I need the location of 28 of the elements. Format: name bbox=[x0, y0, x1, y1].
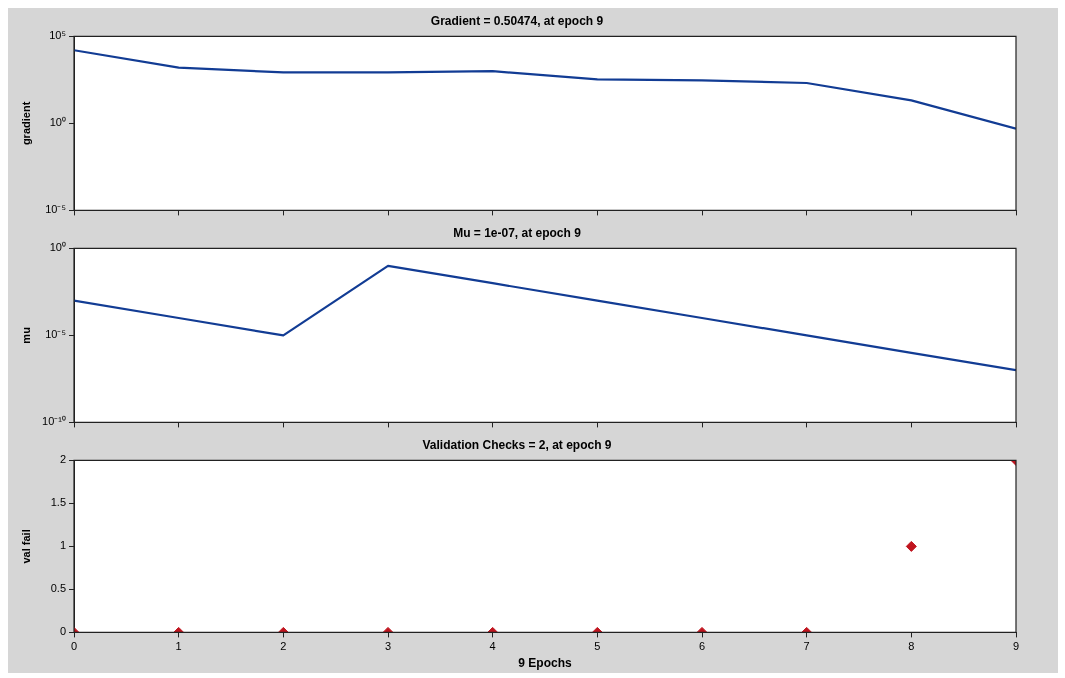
chart-title: Mu = 1e-07, at epoch 9 bbox=[453, 225, 582, 240]
y-tick-label: 2 bbox=[59, 453, 66, 466]
y-tick-label: 10⁻¹⁰ bbox=[42, 415, 66, 428]
y-tick-label: 1 bbox=[59, 539, 66, 552]
y-tick-label: 10⁰ bbox=[49, 241, 66, 254]
chart-title: Gradient = 0.50474, at epoch 9 bbox=[430, 13, 604, 28]
x-tick-label: 9 bbox=[1012, 640, 1020, 653]
x-axis-title: 9 Epochs bbox=[518, 656, 572, 671]
x-tick-label: 2 bbox=[280, 640, 287, 653]
x-tick-label: 8 bbox=[908, 640, 915, 653]
x-tick-label: 1 bbox=[175, 640, 182, 653]
x-tick-label: 0 bbox=[70, 640, 78, 653]
y-axis-title: mu bbox=[19, 327, 32, 344]
y-tick-label: 1.5 bbox=[50, 496, 66, 509]
x-tick-label: 7 bbox=[803, 640, 810, 653]
x-tick-label: 6 bbox=[698, 640, 706, 653]
x-tick-label: 4 bbox=[489, 640, 496, 653]
y-tick-label: 10⁰ bbox=[49, 116, 66, 129]
chart-title: Validation Checks = 2, at epoch 9 bbox=[422, 437, 612, 452]
y-axis-title: val fail bbox=[19, 529, 32, 564]
y-tick-label: 0.5 bbox=[50, 582, 66, 595]
y-tick-label: 10⁵ bbox=[49, 29, 66, 42]
y-tick-label: 10⁻⁵ bbox=[45, 328, 66, 341]
x-tick-label: 3 bbox=[384, 640, 392, 653]
y-axis-title: gradient bbox=[19, 101, 32, 146]
y-tick-label: 10⁻⁵ bbox=[45, 203, 66, 216]
y-tick-label: 0 bbox=[59, 625, 66, 638]
x-tick-label: 5 bbox=[594, 640, 601, 653]
